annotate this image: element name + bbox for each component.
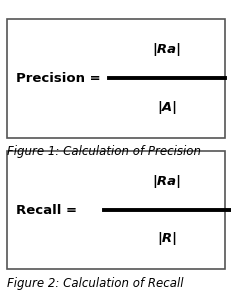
Text: |Ra|: |Ra| [152,175,181,188]
Text: Figure 1: Calculation of Precision: Figure 1: Calculation of Precision [7,145,200,158]
Text: |A|: |A| [156,101,176,114]
Text: |R|: |R| [156,232,176,245]
FancyBboxPatch shape [7,19,224,138]
Text: Figure 2: Calculation of Recall: Figure 2: Calculation of Recall [7,277,183,290]
Text: |Ra|: |Ra| [152,43,181,56]
Text: Recall =: Recall = [16,204,77,217]
FancyBboxPatch shape [7,151,224,269]
Text: Precision =: Precision = [16,72,100,85]
